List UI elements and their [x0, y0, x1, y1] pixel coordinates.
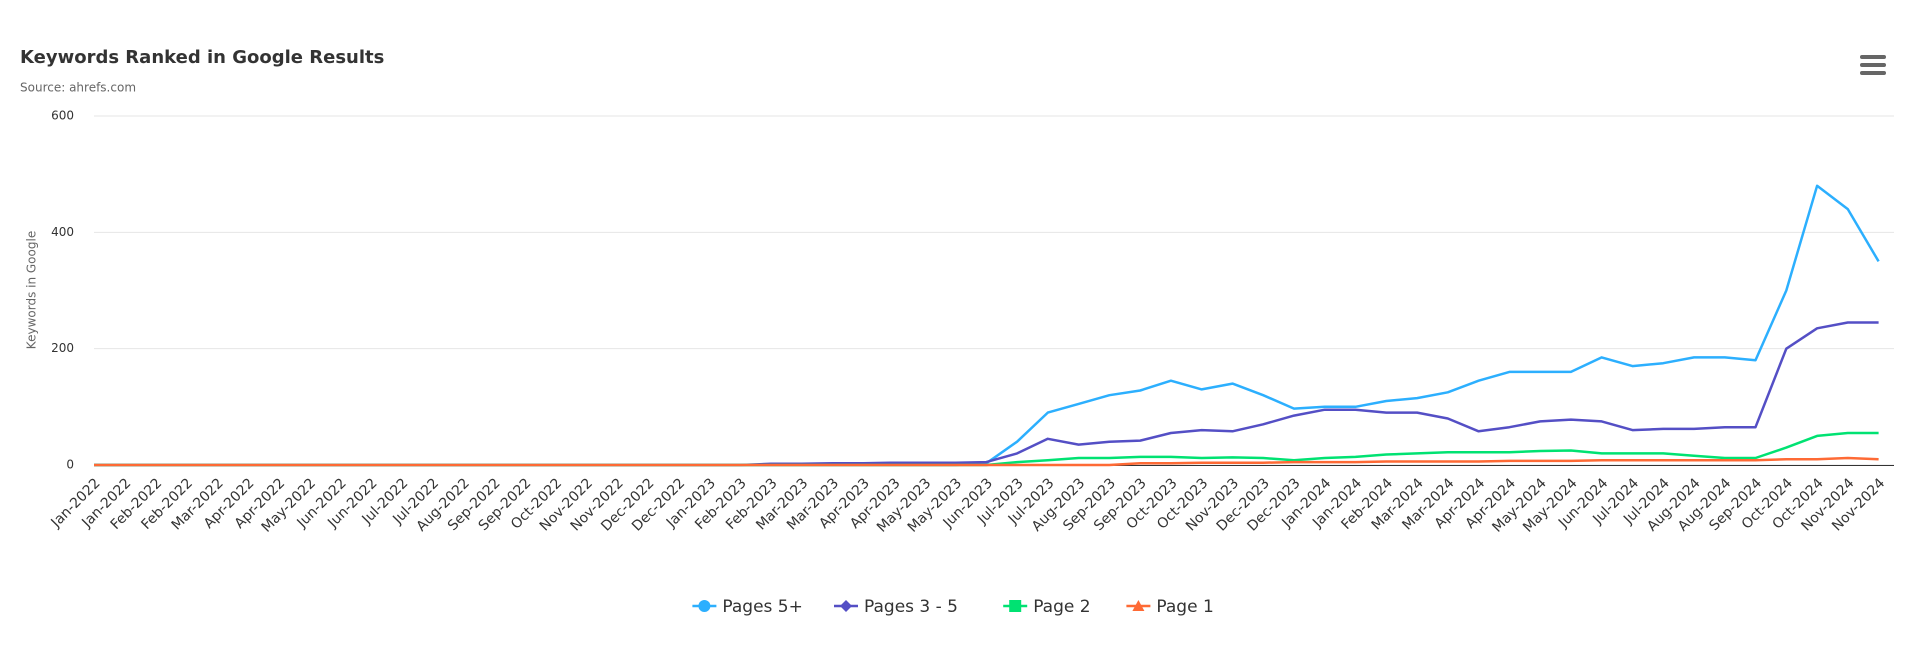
- y-tick-label: 600: [51, 109, 74, 123]
- chart-title: Keywords Ranked in Google Results: [20, 47, 384, 68]
- legend-marker: [1132, 600, 1145, 611]
- legend-label: Pages 5+: [722, 597, 802, 617]
- legend-label: Page 2: [1033, 597, 1090, 617]
- menu-bar: [1860, 55, 1886, 59]
- y-tick-label: 400: [51, 225, 74, 239]
- legend-item[interactable]: Page 1: [1126, 597, 1214, 617]
- legend-marker: [1009, 600, 1022, 612]
- menu-bar: [1860, 71, 1886, 75]
- y-tick-label: 0: [66, 458, 74, 472]
- menu-bar: [1860, 63, 1886, 67]
- series-line: [94, 456, 1879, 467]
- legend-marker: [840, 600, 852, 612]
- legend-item[interactable]: Page 2: [1003, 597, 1091, 617]
- menu-button[interactable]: [1858, 50, 1888, 80]
- legend-label: Pages 3 - 5: [864, 597, 958, 617]
- legend-item[interactable]: Pages 5+: [692, 597, 803, 617]
- series-line: [94, 321, 1879, 467]
- legend-label: Page 1: [1156, 597, 1213, 617]
- y-axis-title: Keywords in Google: [25, 231, 39, 349]
- y-tick-label: 200: [51, 341, 74, 355]
- legend-item[interactable]: Pages 3 - 5: [834, 597, 958, 617]
- chart-subtitle: Source: ahrefs.com: [20, 81, 136, 95]
- legend-marker: [698, 600, 711, 612]
